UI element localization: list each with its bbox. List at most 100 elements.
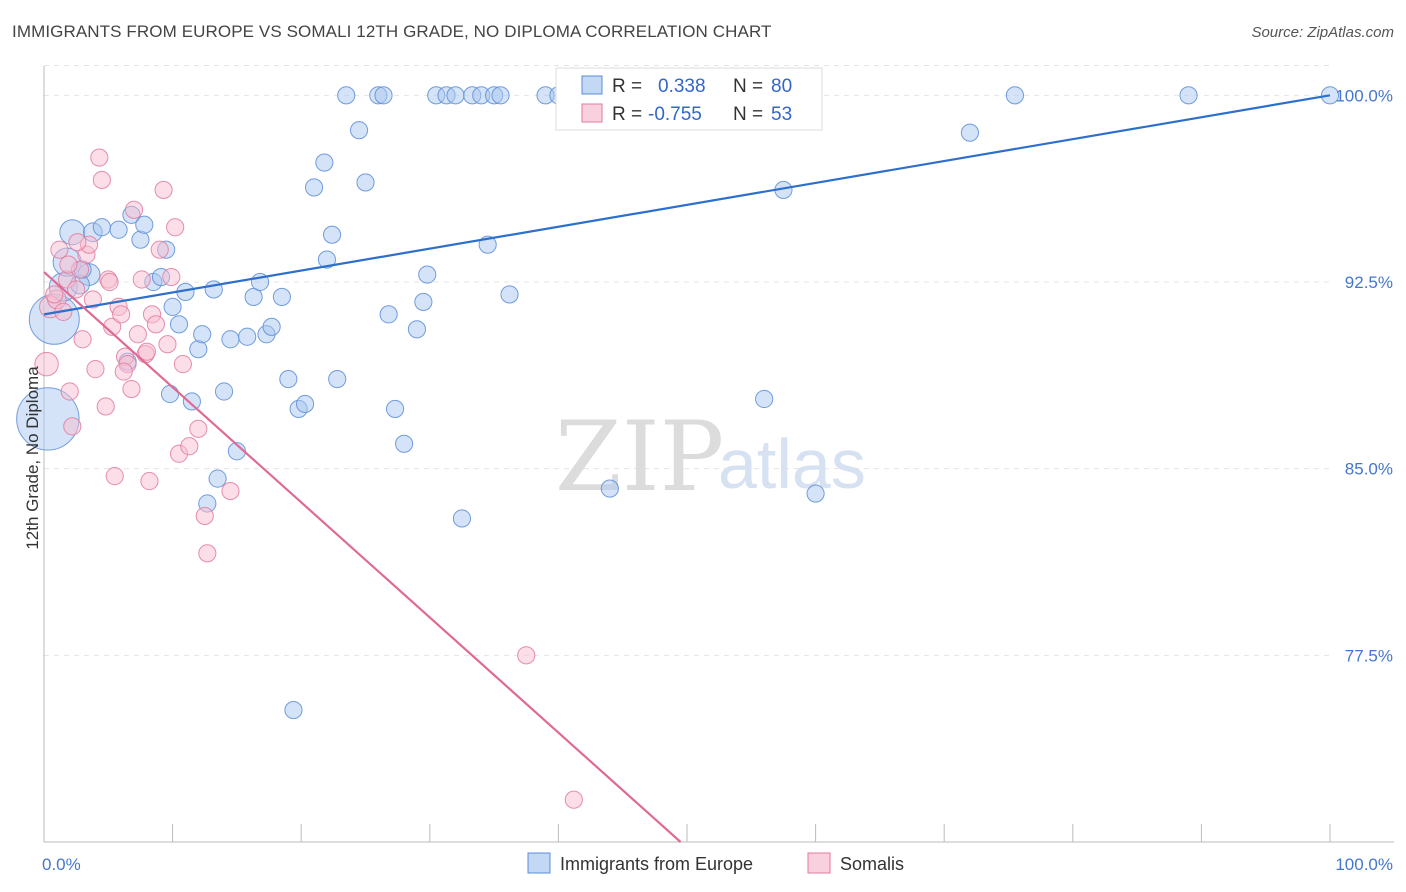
legend-n-value: 53 bbox=[771, 104, 792, 125]
point-europe bbox=[379, 305, 398, 324]
y-tick-label: 77.5% bbox=[1345, 646, 1393, 665]
point-europe bbox=[960, 123, 979, 142]
tick-labels: 100.0% 92.5% 85.0% 77.5% 0.0% 100.0% bbox=[42, 86, 1393, 874]
point-somalis bbox=[83, 290, 102, 309]
point-europe bbox=[131, 230, 150, 249]
point-europe bbox=[374, 86, 393, 105]
chart-title: IMMIGRANTS FROM EUROPE VS SOMALI 12TH GR… bbox=[12, 22, 772, 41]
chart-source: Source: ZipAtlas.com bbox=[1251, 24, 1394, 41]
legend-r-value: 0.338 bbox=[658, 76, 706, 97]
x-tick-label: 0.0% bbox=[42, 855, 81, 874]
point-europe bbox=[500, 285, 519, 304]
gridlines bbox=[44, 64, 1330, 656]
legend-r-label: R = bbox=[612, 76, 642, 97]
point-somalis bbox=[162, 267, 181, 287]
point-somalis bbox=[124, 200, 144, 219]
series-legend-swatch-somalis bbox=[807, 852, 831, 874]
point-europe bbox=[189, 340, 208, 359]
point-somalis bbox=[166, 218, 185, 237]
point-europe bbox=[279, 369, 298, 389]
point-somalis bbox=[68, 233, 87, 252]
point-europe bbox=[600, 479, 619, 498]
point-europe bbox=[322, 225, 342, 244]
point-somalis bbox=[112, 305, 131, 324]
point-somalis bbox=[105, 467, 124, 486]
point-europe bbox=[414, 292, 433, 311]
point-somalis bbox=[221, 481, 240, 501]
point-europe bbox=[356, 173, 375, 192]
point-europe bbox=[418, 265, 437, 284]
point-somalis bbox=[92, 170, 111, 190]
point-europe bbox=[1179, 86, 1198, 105]
series-legend-swatch-europe bbox=[527, 852, 551, 874]
point-europe bbox=[317, 250, 337, 269]
point-europe bbox=[304, 178, 324, 197]
point-somalis bbox=[128, 325, 147, 344]
y-tick-label: 100.0% bbox=[1335, 86, 1393, 105]
point-europe bbox=[395, 434, 414, 453]
legend-n-label: N = bbox=[733, 76, 763, 97]
point-europe bbox=[806, 484, 825, 503]
watermark: ZIP atlas bbox=[555, 401, 866, 513]
point-somalis bbox=[195, 506, 214, 526]
point-somalis bbox=[90, 148, 109, 167]
point-somalis bbox=[150, 240, 169, 259]
point-europe bbox=[284, 701, 303, 720]
trend-line-somalis bbox=[43, 271, 682, 843]
series-legend-europe: Immigrants from Europe bbox=[560, 854, 753, 874]
point-europe bbox=[272, 287, 291, 307]
legend-r-label: R = bbox=[612, 104, 642, 125]
point-europe bbox=[214, 382, 234, 401]
legend-n-label: N = bbox=[733, 104, 763, 125]
point-somalis bbox=[86, 360, 105, 379]
point-somalis bbox=[140, 472, 159, 491]
trend-lines bbox=[43, 94, 1331, 843]
point-somalis bbox=[158, 335, 177, 354]
point-europe bbox=[163, 297, 182, 316]
point-europe bbox=[109, 220, 128, 239]
point-somalis bbox=[60, 382, 79, 401]
point-europe bbox=[169, 315, 189, 334]
point-somalis bbox=[34, 351, 59, 377]
point-somalis bbox=[50, 240, 69, 259]
point-somalis bbox=[132, 270, 151, 289]
point-europe bbox=[1005, 86, 1025, 105]
legend-swatch-somalis bbox=[581, 103, 603, 123]
point-europe bbox=[315, 153, 334, 172]
point-europe bbox=[755, 389, 774, 409]
series-legend-somalis: Somalis bbox=[840, 854, 904, 874]
point-europe bbox=[221, 330, 240, 349]
point-europe bbox=[491, 86, 510, 105]
point-somalis bbox=[564, 790, 583, 809]
stats-legend: R = 0.338 N = 80 R = -0.755 N = 53 bbox=[555, 67, 823, 131]
point-europe bbox=[16, 387, 80, 451]
legend-swatch-europe bbox=[581, 75, 603, 95]
point-europe bbox=[92, 218, 111, 237]
y-axis-label: 12th Grade, No Diploma bbox=[23, 366, 42, 550]
y-tick-label: 92.5% bbox=[1345, 273, 1393, 292]
legend-n-value: 80 bbox=[771, 76, 792, 97]
axes bbox=[43, 66, 1394, 843]
point-europe bbox=[385, 399, 405, 419]
point-somalis bbox=[517, 646, 536, 665]
point-europe bbox=[452, 509, 472, 528]
point-europe bbox=[160, 384, 180, 404]
trend-line-europe bbox=[43, 94, 1331, 316]
point-somalis bbox=[137, 342, 156, 361]
point-europe bbox=[407, 320, 427, 339]
point-europe bbox=[238, 327, 257, 346]
point-europe bbox=[208, 469, 227, 488]
y-tick-label: 85.0% bbox=[1345, 460, 1393, 479]
point-somalis bbox=[154, 180, 173, 199]
point-somalis bbox=[146, 315, 165, 334]
point-somalis bbox=[73, 330, 92, 349]
point-europe bbox=[349, 121, 369, 140]
point-somalis bbox=[63, 417, 82, 436]
point-somalis bbox=[122, 379, 141, 399]
point-europe bbox=[182, 392, 201, 411]
point-somalis bbox=[45, 285, 64, 304]
series-legend: Immigrants from Europe Somalis bbox=[527, 852, 904, 874]
point-somalis bbox=[59, 255, 78, 274]
watermark-atlas: atlas bbox=[718, 425, 866, 503]
